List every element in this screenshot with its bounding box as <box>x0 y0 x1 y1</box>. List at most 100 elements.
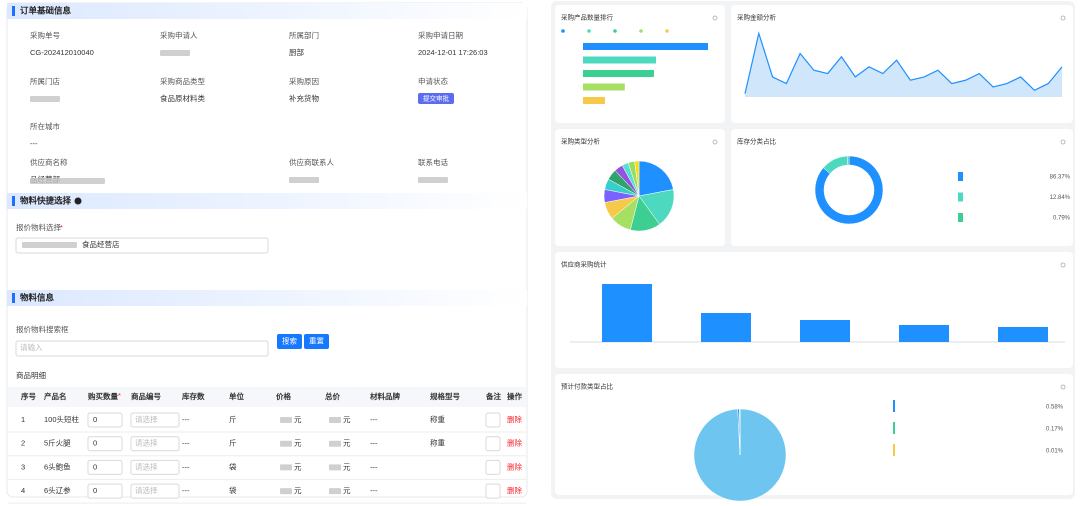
chart-card <box>555 5 725 123</box>
qty-value: 0 <box>93 439 97 448</box>
blurred-text <box>22 242 77 248</box>
price-cell: 元 <box>343 462 351 471</box>
status-badge <box>418 93 454 104</box>
cell: 袋 <box>229 485 237 495</box>
delete-link[interactable]: 删除 <box>507 461 522 471</box>
cell: --- <box>182 462 190 471</box>
field-label: 供应商联系人 <box>289 157 334 167</box>
bar <box>583 97 605 104</box>
column-header: 操作 <box>507 391 522 401</box>
remark-input[interactable] <box>485 436 501 452</box>
chart-title: 采购类型分析 <box>561 137 601 146</box>
blurred-text <box>329 417 341 423</box>
chart-title: 库存分类占比 <box>737 137 777 146</box>
field-value: 补充货物 <box>289 93 319 103</box>
cell: 3 <box>21 462 25 471</box>
column-header: 价格 <box>276 391 291 401</box>
field-label: 报价物料选择 <box>16 222 61 232</box>
remark-input[interactable] <box>485 483 501 499</box>
search-input[interactable] <box>15 340 269 357</box>
bar <box>800 320 850 342</box>
blurred-text <box>329 440 341 447</box>
remark-input[interactable] <box>485 412 501 428</box>
code-select[interactable] <box>130 436 180 452</box>
cell: --- <box>370 439 378 448</box>
delete-link[interactable]: 删除 <box>507 414 522 424</box>
qty-input[interactable] <box>87 412 123 428</box>
blurred-text <box>329 488 341 495</box>
cell: 5斤火腿 <box>44 438 71 448</box>
qty-input[interactable] <box>87 459 123 475</box>
blurred-text <box>418 177 448 183</box>
code-placeholder: 请选择 <box>135 414 158 424</box>
chart-card <box>731 129 1073 246</box>
blurred-text <box>280 417 292 423</box>
code-select[interactable] <box>130 412 180 428</box>
code-select[interactable] <box>130 483 180 499</box>
material-select[interactable] <box>15 237 269 254</box>
code-placeholder: 请选择 <box>135 461 158 471</box>
price-cell: 元 <box>294 462 302 471</box>
required-mark: * <box>118 391 121 400</box>
cell: --- <box>370 415 378 424</box>
code-placeholder: 请选择 <box>135 485 158 495</box>
input-placeholder: 请输入 <box>20 342 43 352</box>
reset-button[interactable] <box>304 334 329 349</box>
table-header <box>8 387 526 407</box>
cell: --- <box>182 415 190 424</box>
legend-dot <box>665 29 669 33</box>
section-bar <box>12 293 15 303</box>
blurred-text <box>289 177 319 183</box>
delete-link[interactable]: 删除 <box>507 438 522 448</box>
section-bar <box>12 6 15 16</box>
legend-dot <box>639 29 643 33</box>
blurred-text <box>280 440 292 447</box>
qty-input[interactable] <box>87 436 123 452</box>
search-button[interactable] <box>277 334 302 349</box>
refresh-icon[interactable] <box>1060 384 1066 390</box>
legend-value: 86.37% <box>1050 175 1071 181</box>
field-value: --- <box>30 139 38 148</box>
column-header: 备注 <box>485 391 501 401</box>
area <box>745 33 1062 97</box>
column-header: 单位 <box>229 391 244 401</box>
cell: --- <box>182 439 190 448</box>
pie-slice <box>638 189 675 225</box>
blurred-text <box>280 488 292 495</box>
field-label: 采购申请人 <box>160 30 198 40</box>
refresh-icon[interactable] <box>1060 15 1066 21</box>
section-title: 物料快捷选择 <box>20 195 72 205</box>
refresh-icon[interactable] <box>1060 139 1066 145</box>
refresh-icon[interactable] <box>1060 262 1066 268</box>
column-header: 规格型号 <box>430 391 460 401</box>
field-label: 采购单号 <box>30 30 60 40</box>
bar <box>583 56 656 64</box>
section-strip <box>7 290 527 306</box>
refresh-icon[interactable] <box>712 15 718 21</box>
field-label: 采购原因 <box>289 76 319 86</box>
subsection-title: 商品明细 <box>16 370 46 380</box>
field-label: 采购商品类型 <box>160 76 205 86</box>
status-text: 提交审批 <box>423 94 450 103</box>
legend-value: 0.01% <box>1046 449 1064 455</box>
bar <box>583 83 625 91</box>
legend-swatch <box>893 400 895 412</box>
cell: 100头短柱 <box>44 414 80 424</box>
chart-card <box>731 5 1073 123</box>
field-value: 食品原材料类 <box>160 93 205 103</box>
qty-input[interactable] <box>87 483 123 499</box>
remark-input[interactable] <box>485 459 501 475</box>
bar <box>701 313 751 342</box>
code-placeholder: 请选择 <box>135 438 158 448</box>
chart-title: 采购金额分析 <box>737 13 777 22</box>
legend-swatch <box>893 422 895 434</box>
pie-slice <box>634 160 640 197</box>
cell: --- <box>182 486 190 495</box>
column-header: 库存数 <box>182 391 205 401</box>
code-select[interactable] <box>130 459 180 475</box>
refresh-icon[interactable] <box>712 139 718 145</box>
field-value: 2024-12-01 17:26:03 <box>418 48 488 57</box>
delete-link[interactable]: 删除 <box>507 485 522 495</box>
blurred-text <box>280 464 292 471</box>
column-header: 商品编号 <box>131 391 161 401</box>
